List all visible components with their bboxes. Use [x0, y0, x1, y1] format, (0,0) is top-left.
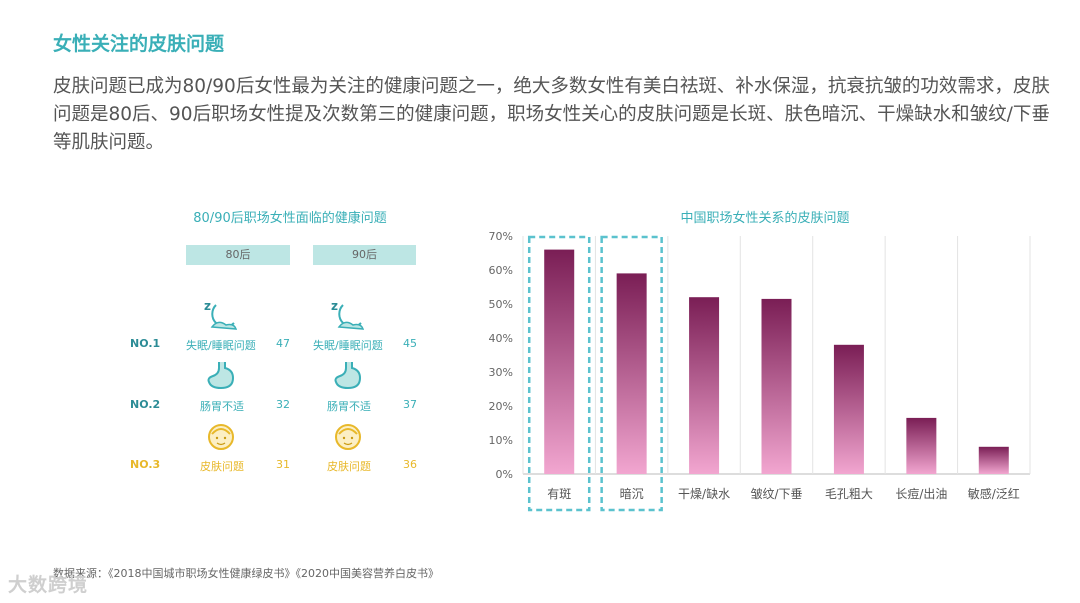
bar-5 — [833, 344, 864, 474]
left-panel-title: 80/90后职场女性面临的健康问题 — [193, 211, 387, 226]
x-tick-label: 干燥/缺水 — [678, 486, 730, 501]
x-tick-label: 敏感/泛红 — [968, 486, 1020, 501]
col-header-80: 80后 — [186, 245, 290, 265]
label-90-3: 皮肤问题 — [327, 460, 371, 473]
watermark-logo: 大数跨境 — [8, 574, 89, 596]
svg-text:z: z — [331, 299, 338, 313]
label-90-2: 肠胃不适 — [327, 400, 371, 413]
rank-3: NO.3 — [130, 458, 161, 471]
svg-text:z: z — [204, 299, 211, 313]
bar-1 — [544, 249, 575, 474]
y-tick-label: 0% — [496, 468, 513, 481]
x-tick-label: 暗沉 — [620, 486, 644, 501]
stomach-icon — [207, 362, 235, 390]
x-tick-label: 毛孔粗大 — [825, 487, 873, 501]
col-header-90: 90后 — [313, 245, 416, 265]
sleep-moon-icon: z — [331, 299, 365, 330]
value-90-3: 36 — [403, 458, 417, 471]
label-80-2: 肠胃不适 — [200, 400, 244, 413]
value-90-2: 37 — [403, 398, 417, 411]
sleep-moon-icon: z — [204, 299, 238, 330]
value-80-1: 47 — [276, 337, 290, 350]
value-80-3: 31 — [276, 458, 290, 471]
y-tick-label: 40% — [489, 332, 513, 345]
y-tick-label: 60% — [489, 264, 513, 277]
bar-4 — [761, 298, 792, 474]
label-80-1: 失眠/睡眠问题 — [186, 339, 256, 352]
bar-2 — [616, 273, 647, 474]
bar-7 — [978, 446, 1009, 474]
label-90-1: 失眠/睡眠问题 — [313, 339, 383, 352]
x-tick-label: 有斑 — [547, 487, 571, 501]
y-tick-label: 70% — [489, 230, 513, 243]
value-90-1: 45 — [403, 337, 417, 350]
face-icon — [335, 424, 361, 450]
data-source: 数据来源：《2018中国城市职场女性健康绿皮书》《2020中国美容营养白皮书》 — [53, 567, 439, 580]
bar-6 — [906, 417, 937, 474]
highlight-box — [600, 235, 663, 512]
page-title: 女性关注的皮肤问题 — [53, 33, 225, 55]
value-80-2: 32 — [276, 398, 290, 411]
x-tick-label: 皱纹/下垂 — [750, 486, 802, 501]
x-tick-label: 长痘/出油 — [895, 486, 947, 501]
rank-1: NO.1 — [130, 337, 161, 350]
rank-2: NO.2 — [130, 398, 161, 411]
y-tick-label: 30% — [489, 366, 513, 379]
label-80-3: 皮肤问题 — [200, 460, 244, 473]
y-tick-label: 10% — [489, 434, 513, 447]
y-tick-label: 20% — [489, 400, 513, 413]
chart-title: 中国职场女性关系的皮肤问题 — [680, 211, 850, 226]
highlight-box — [527, 235, 591, 512]
face-icon — [208, 424, 234, 450]
stomach-icon — [334, 362, 362, 390]
bar-3 — [689, 297, 720, 474]
intro-paragraph: 皮肤问题已成为80/90后女性最为关注的健康问题之一，绝大多数女性有美白祛斑、补… — [53, 76, 1050, 153]
y-tick-label: 50% — [489, 298, 513, 311]
